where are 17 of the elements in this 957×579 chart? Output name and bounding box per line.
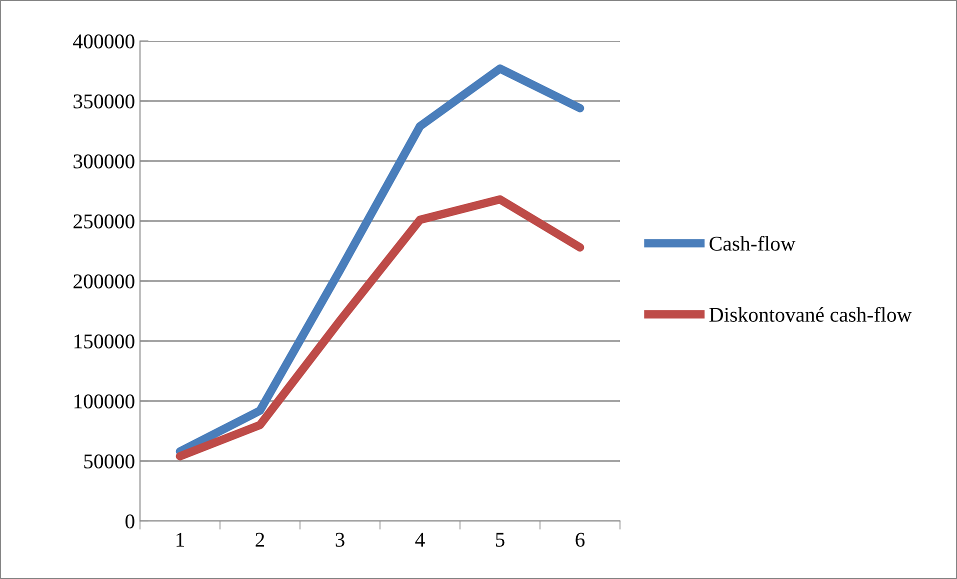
y-tick-label: 150000	[74, 334, 134, 348]
legend-label: Cash-flow	[710, 236, 796, 251]
x-tick-label: 1	[176, 532, 184, 547]
y-tick-label: 250000	[74, 214, 134, 228]
y-tick-label: 200000	[74, 274, 134, 288]
y-tick-label: 350000	[74, 94, 134, 108]
legend-label: Diskontované cash-flow	[709, 306, 912, 322]
y-tick-label: 300000	[74, 154, 134, 168]
y-tick-label: 400000	[73, 34, 134, 48]
x-tick-label: 5	[496, 532, 504, 547]
x-tick-label: 6	[576, 532, 585, 547]
x-tick-label: 4	[415, 532, 425, 547]
y-tick-label: 50000	[84, 454, 134, 468]
x-tick-label: 2	[256, 532, 264, 547]
y-tick-label: 0	[126, 514, 134, 528]
y-tick-label: 100000	[74, 394, 134, 408]
x-tick-label: 3	[336, 532, 344, 547]
